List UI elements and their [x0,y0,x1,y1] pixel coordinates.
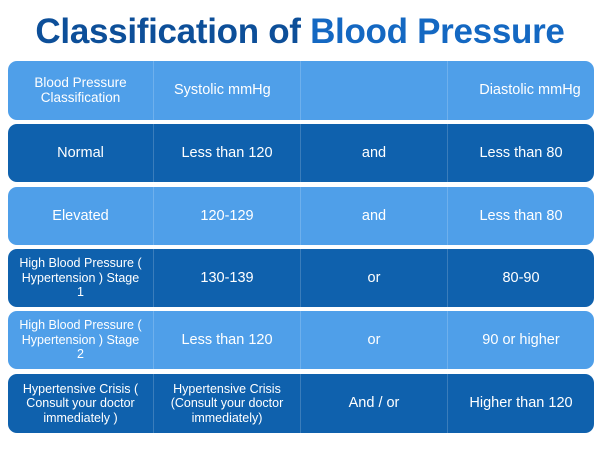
row-diastolic: Less than 80 [447,124,594,182]
row-classification: High Blood Pressure ( Hypertension ) Sta… [19,256,142,300]
row-diastolic: Less than 80 [447,187,594,245]
table-header-row: Blood Pressure Classification Systolic m… [8,61,594,120]
row-classification: Normal [57,144,104,161]
row-connector: and [300,124,447,182]
row-connector: And / or [300,374,447,433]
row-systolic: 130-139 [153,249,300,307]
row-connector: or [300,311,447,369]
row-diastolic: Higher than 120 [447,374,594,433]
table-row-stage-1: High Blood Pressure ( Hypertension ) Sta… [8,249,594,307]
header-connector [300,61,447,120]
row-systolic: Less than 120 [153,124,300,182]
header-classification: Blood Pressure Classification [34,75,127,105]
row-systolic: 120-129 [153,187,300,245]
table-row-normal: Normal Less than 120 and Less than 80 [8,124,594,182]
row-diastolic: 90 or higher [447,311,594,369]
row-classification: Hypertensive Crisis ( Consult your docto… [22,381,139,425]
table-row-crisis: Hypertensive Crisis ( Consult your docto… [8,374,594,433]
row-classification: High Blood Pressure ( Hypertension ) Sta… [19,318,142,362]
row-systolic: Hypertensive Crisis (Consult your doctor… [153,374,300,433]
row-connector: and [300,187,447,245]
header-diastolic: Diastolic mmHg [447,61,594,120]
table-row-elevated: Elevated 120-129 and Less than 80 [8,187,594,245]
row-classification: Elevated [52,207,109,224]
title-part-1: Classification of [35,12,311,51]
title-part-2: Blood Pressure [310,12,565,51]
row-systolic: Less than 120 [153,311,300,369]
header-systolic: Systolic mmHg [153,61,300,120]
table-row-stage-2: High Blood Pressure ( Hypertension ) Sta… [8,311,594,369]
row-diastolic: 80-90 [447,249,594,307]
page-title: Classification of Blood Pressure [0,12,600,52]
row-connector: or [300,249,447,307]
